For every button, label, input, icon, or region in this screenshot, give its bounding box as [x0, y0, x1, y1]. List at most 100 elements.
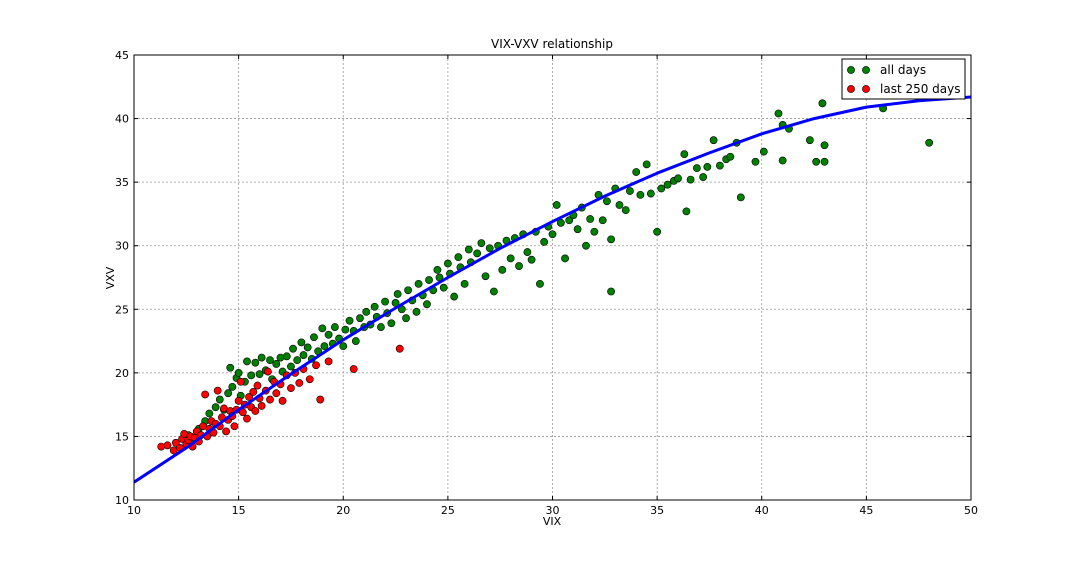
data-point-all-days: [289, 344, 297, 353]
data-point-last-250-days: [253, 381, 262, 390]
fit-line: [134, 95, 971, 484]
data-point-all-days: [692, 164, 701, 173]
data-point-all-days: [351, 337, 360, 345]
data-point-all-days: [607, 287, 615, 296]
data-point-last-250-days: [257, 402, 266, 410]
data-point-all-days: [548, 230, 557, 239]
data-point-all-days: [716, 161, 724, 170]
data-point-all-days: [460, 279, 469, 288]
data-point-all-days: [404, 286, 413, 295]
data-point-all-days: [621, 206, 630, 215]
data-point-all-days: [774, 109, 783, 118]
legend-marker-last-250-days-1: [847, 85, 855, 93]
data-point-last-250-days: [316, 395, 325, 404]
data-point-all-days: [215, 395, 224, 404]
data-point-all-days: [626, 187, 634, 195]
data-point-last-250-days: [305, 375, 314, 384]
data-point-last-250-days: [278, 396, 287, 405]
data-point-all-days: [255, 370, 264, 379]
data-point-all-days: [590, 227, 599, 236]
data-point-last-250-days: [222, 427, 230, 436]
data-point-all-days: [586, 215, 595, 223]
x-tick-label: 35: [650, 504, 664, 517]
data-point-all-days: [228, 382, 237, 391]
data-point-all-days: [293, 356, 302, 365]
data-point-all-days: [464, 245, 473, 254]
data-point-all-days: [330, 323, 339, 331]
data-point-all-days: [615, 201, 624, 209]
data-point-all-days: [224, 389, 233, 398]
y-tick-label: 10: [115, 494, 129, 507]
x-tick-label: 30: [546, 504, 560, 517]
legend: all days last 250 days: [841, 58, 966, 100]
data-point-all-days: [481, 272, 490, 281]
data-point-all-days: [362, 307, 371, 316]
data-point-all-days: [515, 262, 523, 270]
legend-label-all-days: all days: [880, 63, 926, 77]
data-point-all-days: [820, 157, 829, 166]
data-point-all-days: [226, 363, 235, 372]
data-point-all-days: [243, 357, 251, 366]
x-tick-label: 50: [964, 504, 978, 517]
x-axis-label: VIX: [543, 515, 562, 528]
data-point-all-days: [682, 207, 691, 216]
data-point-last-250-days: [243, 414, 251, 423]
data-point-all-days: [433, 265, 442, 274]
data-point-all-days: [205, 409, 214, 418]
data-point-all-days: [287, 362, 295, 371]
data-point-all-days: [805, 136, 814, 145]
data-point-all-days: [412, 307, 421, 316]
data-point-all-days: [726, 152, 735, 161]
data-point-all-days: [598, 216, 607, 225]
data-point-last-250-days: [266, 395, 274, 404]
data-point-last-250-days: [234, 396, 243, 405]
data-point-all-days: [473, 249, 482, 258]
data-point-last-250-days: [230, 422, 239, 431]
data-point-all-days: [674, 174, 682, 183]
data-point-all-days: [320, 342, 329, 351]
axis-ticks: 10 15 20 25 30 35 40 45 50 10 15 20 25 30 35 40 45: [115, 49, 978, 517]
data-point-last-250-days: [264, 367, 272, 376]
data-point-last-250-days: [395, 344, 404, 353]
y-tick-label: 30: [115, 240, 129, 253]
fit-curve: [134, 95, 971, 484]
data-point-all-days: [297, 338, 306, 347]
data-point-all-days: [414, 279, 423, 288]
data-point-all-days: [454, 253, 463, 262]
data-point-all-days: [778, 156, 787, 165]
data-point-all-days: [820, 141, 829, 150]
y-tick-label: 20: [115, 367, 129, 380]
data-point-all-days: [709, 136, 718, 145]
y-tick-label: 35: [115, 176, 129, 189]
data-point-all-days: [272, 360, 281, 368]
data-point-all-days: [653, 227, 662, 236]
data-point-last-250-days: [213, 386, 222, 395]
data-point-all-days: [582, 241, 590, 250]
data-point-all-days: [251, 358, 260, 367]
chart-title: VIX-VXV relationship: [491, 37, 613, 51]
x-tick-label: 40: [755, 504, 769, 517]
data-point-last-250-days: [251, 407, 260, 415]
data-point-all-days: [607, 235, 615, 244]
data-point-all-days: [423, 300, 431, 309]
data-point-last-250-days: [201, 390, 210, 399]
data-point-all-days: [561, 254, 569, 263]
data-point-all-days: [234, 368, 243, 377]
data-point-all-days: [751, 157, 760, 166]
data-point-all-days: [324, 330, 333, 339]
data-point-all-days: [498, 265, 507, 274]
data-point-all-days: [339, 342, 348, 351]
data-point-last-250-days: [238, 408, 247, 417]
x-tick-label: 20: [336, 504, 350, 517]
data-point-last-250-days: [249, 388, 258, 396]
data-point-all-days: [703, 162, 712, 171]
data-point-all-days: [477, 239, 486, 248]
data-point-all-days: [387, 319, 396, 328]
data-point-all-days: [759, 147, 768, 156]
data-point-all-days: [925, 138, 934, 147]
data-point-all-days: [603, 197, 611, 206]
legend-marker-all-days-1: [847, 66, 855, 74]
data-point-all-days: [450, 292, 459, 301]
data-point-all-days: [556, 218, 565, 227]
data-point-all-days: [506, 254, 515, 263]
